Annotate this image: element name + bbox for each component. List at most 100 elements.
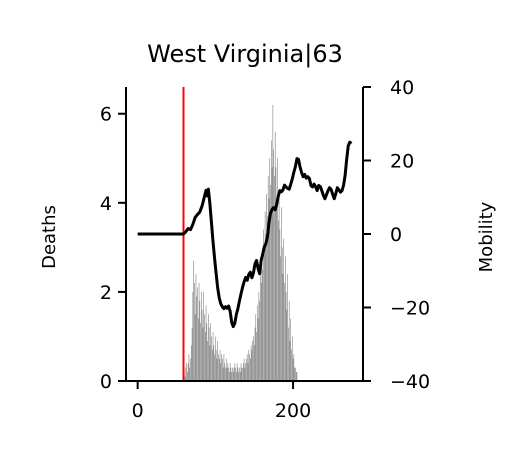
death-bar bbox=[215, 349, 217, 381]
death-bar bbox=[186, 363, 187, 381]
death-bar bbox=[202, 327, 204, 381]
death-bar bbox=[213, 345, 215, 381]
death-bar bbox=[234, 363, 236, 381]
death-bar bbox=[266, 193, 267, 381]
death-bar bbox=[272, 104, 274, 381]
death-bar bbox=[236, 372, 237, 381]
death-bar bbox=[278, 220, 279, 381]
death-bar bbox=[232, 372, 234, 381]
death-bar bbox=[199, 300, 201, 381]
death-bar bbox=[208, 327, 210, 381]
death-bar bbox=[217, 340, 218, 381]
mobility-line-group bbox=[137, 140, 353, 329]
death-bar bbox=[211, 349, 213, 381]
death-bar bbox=[288, 327, 289, 381]
death-bar bbox=[296, 372, 298, 381]
death-bar bbox=[196, 296, 198, 381]
death-bar bbox=[192, 291, 194, 381]
death-bar bbox=[274, 131, 276, 381]
death-bar bbox=[268, 198, 270, 381]
death-bar bbox=[190, 358, 191, 381]
left-tick-label: 0 bbox=[100, 371, 112, 393]
death-bar bbox=[203, 291, 204, 381]
right-axis: −40 −20 0 20 40 bbox=[362, 77, 430, 393]
death-bar bbox=[204, 332, 206, 381]
death-bar bbox=[189, 367, 191, 381]
death-bar bbox=[257, 318, 259, 381]
death-bar bbox=[246, 354, 248, 381]
death-bar bbox=[205, 305, 207, 381]
death-bar bbox=[263, 229, 264, 381]
death-bar bbox=[261, 256, 263, 381]
death-bar bbox=[295, 367, 296, 381]
death-bar bbox=[191, 327, 193, 381]
death-bar bbox=[215, 336, 216, 381]
death-bar bbox=[267, 176, 269, 381]
right-tick-label: 40 bbox=[390, 77, 414, 99]
death-bar bbox=[230, 367, 232, 381]
death-bar bbox=[248, 349, 250, 381]
death-bar bbox=[292, 358, 294, 381]
death-bar bbox=[211, 336, 212, 381]
death-bar bbox=[276, 202, 278, 381]
death-bar bbox=[281, 207, 282, 381]
death-bar bbox=[224, 363, 225, 381]
death-bar bbox=[228, 367, 229, 381]
death-bar bbox=[227, 363, 229, 381]
death-bar bbox=[286, 309, 288, 381]
death-bar bbox=[190, 345, 192, 381]
left-tick-label: 6 bbox=[100, 104, 112, 126]
death-bar bbox=[256, 332, 257, 381]
death-bar bbox=[197, 318, 199, 381]
death-bar bbox=[260, 283, 262, 381]
death-bar bbox=[239, 367, 240, 381]
death-bar bbox=[188, 354, 190, 381]
death-bar bbox=[195, 274, 197, 381]
death-bar bbox=[250, 345, 252, 381]
death-bar bbox=[285, 256, 286, 381]
death-bar bbox=[208, 314, 209, 381]
death-bar bbox=[241, 367, 243, 381]
death-bar bbox=[249, 354, 250, 381]
death-bar bbox=[274, 176, 275, 381]
death-bar bbox=[281, 247, 283, 381]
death-bar bbox=[288, 300, 290, 381]
death-bar bbox=[194, 314, 196, 381]
death-bar bbox=[277, 158, 278, 381]
death-bar bbox=[243, 358, 245, 381]
left-tick-label: 4 bbox=[100, 193, 112, 215]
right-axis-label: Mobility bbox=[476, 201, 497, 272]
death-bar bbox=[243, 363, 244, 381]
death-bar bbox=[257, 305, 258, 381]
death-bar bbox=[222, 367, 224, 381]
death-bar bbox=[218, 358, 220, 381]
death-bar bbox=[259, 300, 260, 381]
death-bar bbox=[289, 340, 291, 381]
death-bar bbox=[216, 358, 218, 381]
death-bar bbox=[262, 269, 264, 381]
death-bar bbox=[260, 274, 261, 381]
death-bar bbox=[246, 358, 247, 381]
death-bar bbox=[258, 291, 260, 381]
death-bar bbox=[250, 358, 251, 381]
left-axis: 0 2 4 6 bbox=[100, 87, 127, 393]
death-bar bbox=[253, 345, 255, 381]
death-bar bbox=[254, 327, 256, 381]
death-bar bbox=[229, 363, 231, 381]
mobility-line bbox=[137, 140, 353, 329]
right-tick-label: 0 bbox=[390, 224, 402, 246]
death-bar bbox=[244, 367, 246, 381]
death-bar bbox=[225, 358, 227, 381]
bottom-axis: 0 200 bbox=[126, 380, 363, 422]
death-bar bbox=[240, 363, 242, 381]
death-bar bbox=[278, 193, 280, 381]
death-bar bbox=[235, 367, 236, 381]
death-bar bbox=[271, 140, 272, 381]
death-bar bbox=[226, 367, 228, 381]
death-bar bbox=[222, 358, 223, 381]
death-bar bbox=[267, 216, 268, 381]
death-bar bbox=[220, 363, 222, 381]
death-bar bbox=[239, 372, 241, 381]
death-bar bbox=[280, 256, 281, 381]
death-bars bbox=[183, 104, 298, 381]
